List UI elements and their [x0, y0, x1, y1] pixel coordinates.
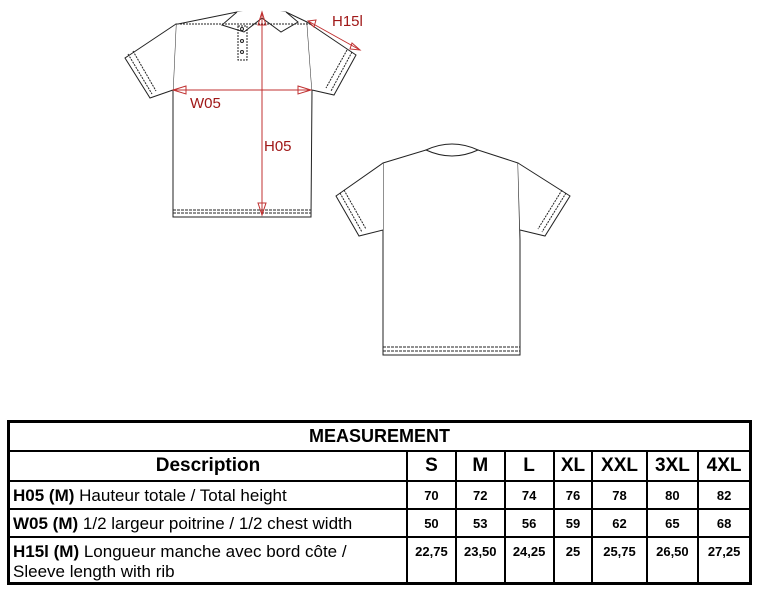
cell-value: 23,50	[454, 536, 506, 585]
size-header: M	[454, 450, 506, 482]
row-text: Longueur manche avec bord côte / Sleeve …	[13, 542, 347, 581]
table-row: H05 (M) Hauteur totale / Total height 70…	[7, 480, 752, 510]
row-code: H15l (M)	[13, 542, 80, 561]
cell-value: 22,75	[406, 536, 457, 585]
row-code: H05 (M)	[13, 486, 75, 505]
label-w05: W05	[190, 95, 221, 112]
size-header: 3XL	[645, 450, 700, 482]
table-row: W05 (M) 1/2 largeur poitrine / 1/2 chest…	[7, 508, 752, 538]
size-header: 4XL	[697, 450, 752, 482]
cell-value: 68	[697, 508, 752, 538]
row-text: Hauteur totale / Total height	[74, 486, 287, 505]
front-view-shirt	[124, 11, 357, 218]
garment-diagram: H05 W05 H15l	[124, 10, 571, 356]
size-header: XL	[552, 450, 594, 482]
description-header: Description	[7, 450, 408, 482]
back-view-shirt	[335, 143, 571, 356]
cell-value: 53	[454, 508, 506, 538]
measurement-lines	[171, 10, 362, 217]
row-code: W05 (M)	[13, 514, 79, 533]
row-description: W05 (M) 1/2 largeur poitrine / 1/2 chest…	[7, 508, 408, 538]
size-header: S	[406, 450, 457, 482]
cell-value: 25	[552, 536, 594, 585]
cell-value: 78	[591, 480, 648, 510]
row-text: 1/2 largeur poitrine / 1/2 chest width	[78, 514, 353, 533]
label-h05: H05	[264, 138, 292, 155]
cell-value: 76	[552, 480, 594, 510]
cell-value: 26,50	[645, 536, 700, 585]
size-header: L	[503, 450, 555, 482]
row-description: H05 (M) Hauteur totale / Total height	[7, 480, 408, 510]
cell-value: 72	[454, 480, 506, 510]
cell-value: 59	[552, 508, 594, 538]
cell-value: 70	[406, 480, 457, 510]
cell-value: 80	[645, 480, 700, 510]
cell-value: 82	[697, 480, 752, 510]
label-h15l: H15l	[332, 13, 363, 30]
cell-value: 74	[503, 480, 555, 510]
cell-value: 65	[645, 508, 700, 538]
table-title: MEASUREMENT	[7, 420, 752, 452]
cell-value: 27,25	[697, 536, 752, 585]
row-description: H15l (M) Longueur manche avec bord côte …	[7, 536, 408, 585]
cell-value: 62	[591, 508, 648, 538]
cell-value: 56	[503, 508, 555, 538]
measurement-table: MEASUREMENT Description S M L XL XXL 3XL…	[7, 420, 752, 585]
cell-value: 24,25	[503, 536, 555, 585]
cell-value: 25,75	[591, 536, 648, 585]
cell-value: 50	[406, 508, 457, 538]
size-header: XXL	[591, 450, 648, 482]
table-row: H15l (M) Longueur manche avec bord côte …	[7, 536, 752, 585]
